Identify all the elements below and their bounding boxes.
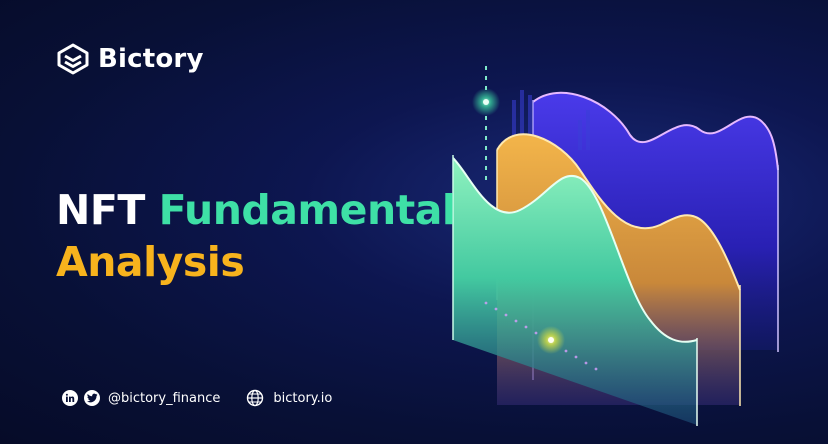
linkedin-icon[interactable] [62,390,78,406]
green-wave [453,158,697,425]
globe-icon [247,389,264,407]
headline: NFT Fundamental Analysis [56,184,456,288]
dotted-line [485,66,487,180]
headline-word-analysis: Analysis [56,238,245,286]
website-link[interactable]: bictory.io [273,390,333,406]
brand-logo[interactable]: Bictory [56,42,204,76]
brand-name: Bictory [98,44,204,74]
dotted-diagonal [484,301,598,371]
footer: @bictory_finance bictory.io [62,388,332,408]
headline-word-nft: NFT [56,186,145,234]
headline-word-fundamental: Fundamental [158,186,456,234]
social-handle[interactable]: @bictory_finance [108,390,221,406]
headline-line-1: NFT Fundamental [56,184,456,236]
twitter-icon[interactable] [84,390,100,406]
bictory-logo-icon [57,43,89,75]
